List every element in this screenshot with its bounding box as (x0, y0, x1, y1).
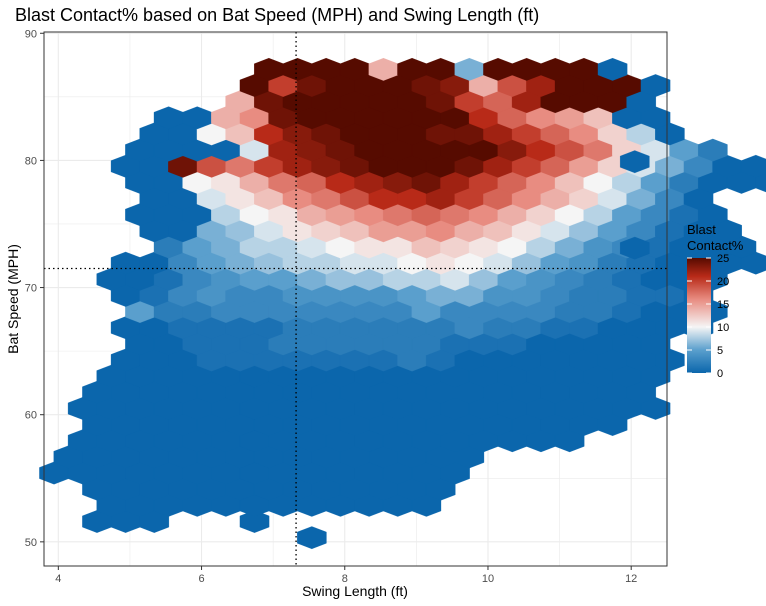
y-axis-ticks: 50 60 70 80 90 (25, 28, 44, 549)
x-tick-label: 10 (482, 573, 494, 585)
y-tick-label: 50 (25, 537, 37, 549)
legend-ticks: 0 5 10 15 20 25 (687, 253, 729, 380)
hex-cell (698, 138, 728, 162)
hex-cell-isolated (620, 236, 650, 260)
y-axis-title: Bat Speed (MPH) (5, 244, 21, 354)
y-tick-label: 70 (25, 283, 37, 295)
hex-cell (741, 154, 766, 178)
legend-tick-label: 20 (717, 276, 729, 288)
plot-panel-border (43, 31, 668, 567)
legend-tick-label: 5 (717, 345, 723, 357)
legend-tick-label: 25 (717, 253, 729, 265)
x-tick-label: 4 (55, 573, 61, 585)
x-axis-ticks: 4 6 8 10 12 (55, 566, 637, 585)
legend-tick-label: 0 (717, 368, 723, 380)
reference-lines (44, 32, 667, 566)
legend-title-line-2: Contact% (687, 238, 744, 253)
hex-cell (239, 510, 270, 533)
legend-tick-label: 15 (717, 299, 729, 311)
x-tick-label: 8 (342, 573, 348, 585)
hex-cell (597, 58, 628, 81)
y-tick-label: 90 (25, 28, 37, 40)
legend-title-line-1: Blast (687, 222, 716, 237)
legend-tick-label: 10 (717, 322, 729, 334)
x-axis-title: Swing Length (ft) (302, 583, 408, 599)
legend-colorbar (687, 258, 711, 373)
chart-title: Blast Contact% based on Bat Speed (MPH) … (15, 5, 539, 25)
x-tick-label: 6 (198, 573, 204, 585)
x-tick-label: 12 (625, 573, 637, 585)
hex-cell-isolated (620, 150, 650, 174)
color-legend: Blast Contact% 0 5 10 15 20 25 (687, 222, 744, 380)
hex-cell (640, 74, 671, 97)
y-tick-label: 80 (25, 155, 37, 167)
hex-cells (39, 58, 766, 550)
y-tick-label: 60 (25, 410, 37, 422)
hex-cell (297, 526, 327, 550)
